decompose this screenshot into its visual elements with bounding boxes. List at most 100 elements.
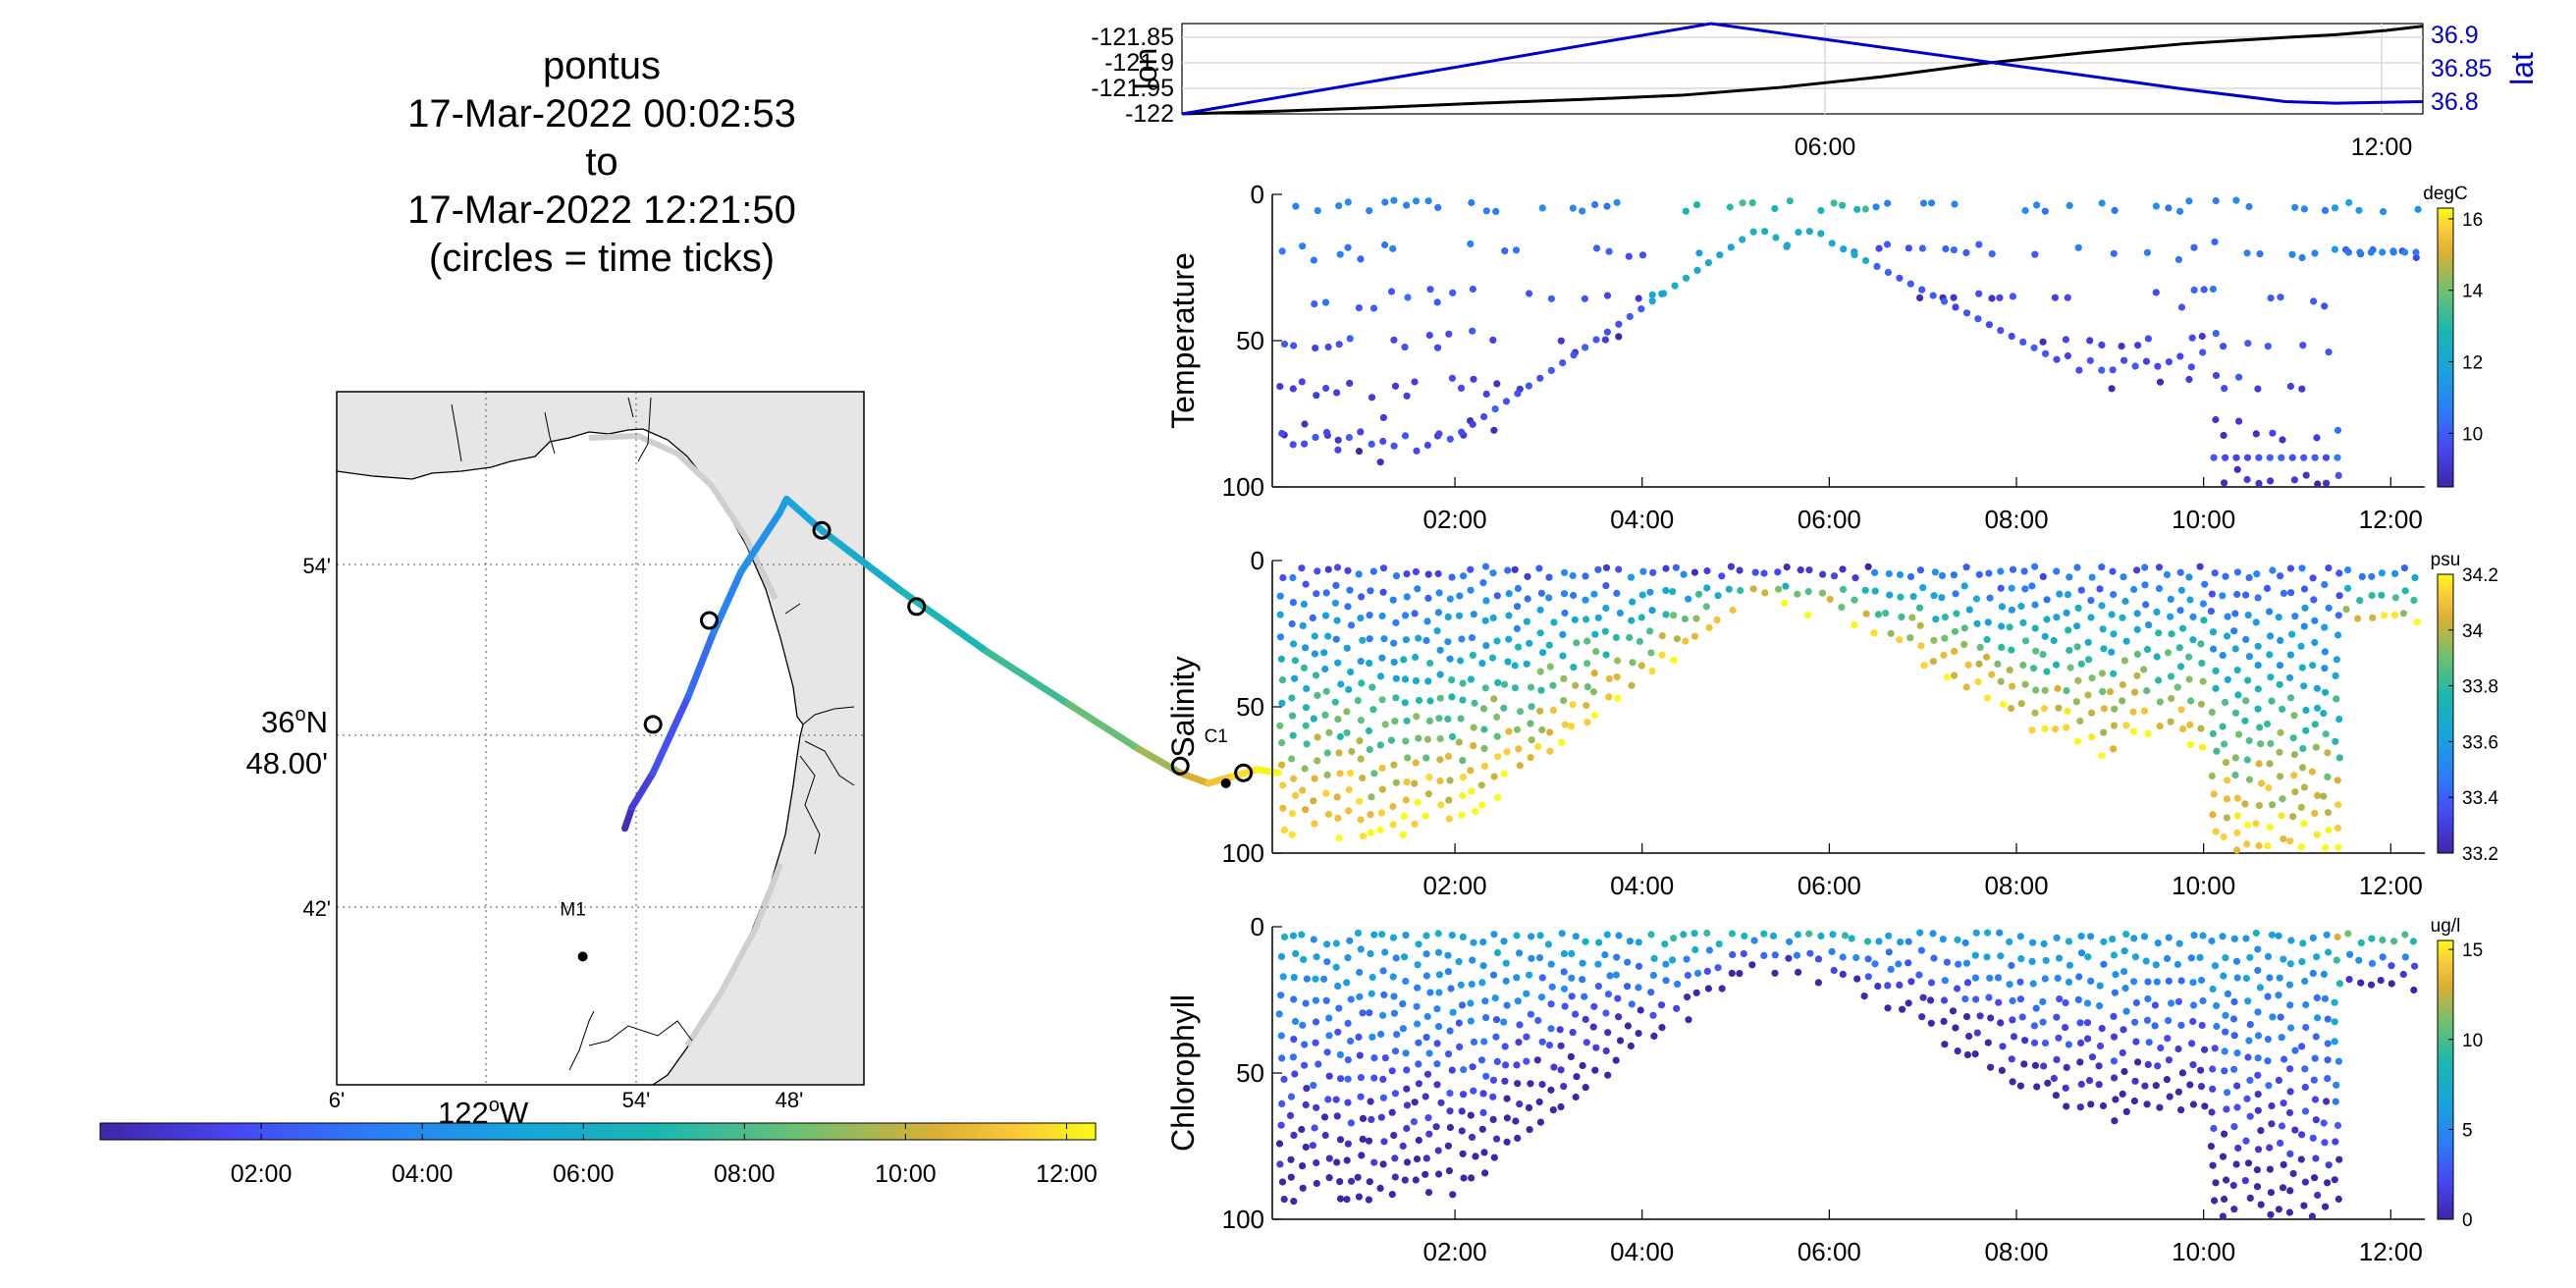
scatter-point bbox=[1277, 992, 1285, 999]
scatter-point bbox=[2221, 1130, 2228, 1138]
scatter-point bbox=[1290, 1131, 1298, 1139]
scatter-point bbox=[1392, 618, 1400, 626]
scatter-point bbox=[1899, 1005, 1906, 1013]
scatter-point bbox=[2189, 1061, 2197, 1069]
scatter-point bbox=[1472, 807, 1479, 816]
scatter-point bbox=[2088, 733, 2096, 741]
scatter-point bbox=[1674, 980, 1682, 989]
scatter-point bbox=[1716, 251, 1724, 259]
scatter-point bbox=[1477, 781, 1485, 789]
scatter-point bbox=[2331, 998, 2338, 1006]
scatter-point bbox=[1680, 931, 1688, 939]
scatter-point bbox=[1841, 932, 1850, 939]
scatter-point bbox=[2155, 676, 2163, 684]
scatter-point bbox=[1467, 1111, 1475, 1119]
scatter-point bbox=[1493, 948, 1502, 957]
scatter-point bbox=[1400, 656, 1408, 664]
scatter-point bbox=[1715, 940, 1723, 948]
scatter-point bbox=[2106, 688, 2115, 696]
scatter-point bbox=[1583, 660, 1591, 668]
scatter-point bbox=[1446, 1123, 1454, 1132]
scatter-point bbox=[2213, 1001, 2221, 1010]
scatter-point bbox=[2087, 1100, 2095, 1108]
scatter-point bbox=[2324, 1075, 2332, 1083]
scatter-point bbox=[2252, 929, 2260, 938]
scatter-point bbox=[1459, 757, 1467, 765]
scatter-point bbox=[2189, 1001, 2198, 1009]
scatter-point bbox=[1344, 566, 1352, 574]
scatter-point bbox=[1278, 1178, 1287, 1186]
scatter-point bbox=[2221, 479, 2228, 487]
scatter-point bbox=[1864, 563, 1872, 570]
scatter-point bbox=[2208, 937, 2216, 945]
scatter-point bbox=[1411, 378, 1419, 386]
scatter-point bbox=[2130, 978, 2138, 986]
scatter-point bbox=[1444, 1050, 1453, 1058]
scatter-point bbox=[1467, 1017, 1475, 1025]
scatter-point bbox=[1680, 570, 1688, 578]
scatter-point bbox=[1278, 247, 1286, 255]
scatter-point bbox=[2006, 981, 2013, 989]
scatter-point bbox=[1736, 566, 1744, 574]
scatter-point bbox=[1399, 1025, 1407, 1033]
scatter-point bbox=[1930, 636, 1938, 644]
panel-y-tick: 0 bbox=[1251, 180, 1264, 209]
scatter-point bbox=[1583, 683, 1591, 691]
scatter-point bbox=[1344, 1140, 1352, 1148]
scatter-point bbox=[2223, 1105, 2230, 1113]
scatter-point bbox=[1512, 1117, 1520, 1125]
scatter-point bbox=[1985, 321, 1993, 329]
scatter-point bbox=[1938, 571, 1947, 580]
scatter-point bbox=[1490, 931, 1498, 939]
scatter-point bbox=[2072, 698, 2080, 706]
scatter-point bbox=[2308, 768, 2316, 776]
scatter-point bbox=[1403, 392, 1411, 400]
scatter-point bbox=[1561, 1002, 1569, 1010]
scatter-point bbox=[2197, 700, 2205, 708]
scatter-point bbox=[2235, 373, 2243, 381]
scatter-point bbox=[1446, 1090, 1454, 1098]
scatter-point bbox=[2031, 709, 2039, 717]
scatter-point bbox=[1333, 1112, 1341, 1120]
scatter-point bbox=[2077, 586, 2085, 594]
scatter-point bbox=[1874, 983, 1882, 991]
scatter-point bbox=[1639, 567, 1647, 575]
scatter-point bbox=[1962, 1013, 1971, 1021]
scatter-point bbox=[1604, 991, 1612, 998]
scatter-point bbox=[1528, 703, 1535, 711]
scatter-point bbox=[1592, 336, 1600, 344]
scatter-point bbox=[1513, 932, 1521, 939]
scatter-point bbox=[1414, 961, 1422, 969]
scatter-point bbox=[1444, 1142, 1452, 1150]
scatter-point bbox=[1515, 643, 1523, 651]
scatter-point bbox=[2246, 1112, 2254, 1120]
scatter-point bbox=[1399, 831, 1407, 839]
scatter-point bbox=[1448, 676, 1456, 684]
scatter-point bbox=[1960, 582, 1968, 590]
scatter-point bbox=[2244, 612, 2252, 619]
scatter-point bbox=[1714, 964, 1722, 972]
scatter-point bbox=[1702, 603, 1710, 611]
scatter-point bbox=[1819, 570, 1827, 578]
scatter-point bbox=[2211, 569, 2219, 577]
scatter-point bbox=[1975, 570, 1983, 578]
scatter-point bbox=[2342, 606, 2350, 614]
scatter-point bbox=[1436, 756, 1444, 764]
scatter-point bbox=[2095, 1062, 2103, 1070]
scatter-point bbox=[1560, 1083, 1568, 1091]
scatter-point bbox=[2232, 957, 2241, 965]
scatter-point bbox=[2254, 685, 2262, 693]
scatter-point bbox=[2065, 938, 2073, 945]
scatter-point bbox=[2163, 1076, 2171, 1084]
scatter-point bbox=[2175, 939, 2183, 947]
nav-x-tick-1200: 12:00 bbox=[2351, 134, 2413, 161]
scatter-point bbox=[1684, 971, 1691, 980]
scatter-point bbox=[1871, 587, 1879, 595]
scatter-point bbox=[1950, 246, 1958, 254]
scatter-point bbox=[2321, 648, 2329, 656]
scatter-point bbox=[1493, 637, 1501, 645]
scatter-point bbox=[1591, 630, 1599, 638]
scatter-point bbox=[1998, 643, 2006, 652]
scatter-point bbox=[2253, 1183, 2262, 1191]
scatter-point bbox=[1649, 568, 1657, 576]
